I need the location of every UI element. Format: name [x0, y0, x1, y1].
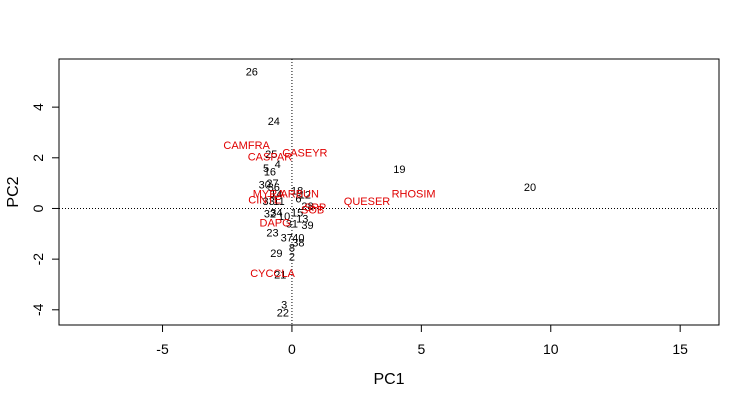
observation-point-label: 11: [273, 196, 284, 208]
observation-point-label: 10: [278, 211, 290, 223]
variable-label: CINTE: [248, 195, 281, 207]
x-tick-label: -5: [156, 341, 169, 357]
observation-point-label: 31: [286, 219, 298, 231]
observation-point-label: 16: [264, 167, 276, 179]
variable-label: CAMFRA: [223, 140, 270, 152]
y-axis-title: PC2: [5, 176, 22, 207]
observation-point-label: 5: [263, 163, 269, 175]
x-axis-title: PC1: [373, 371, 404, 388]
observation-point-label: 26: [246, 67, 258, 79]
observation-point-label: 29: [270, 248, 282, 260]
observation-point-label: 4: [275, 159, 281, 171]
x-tick-label: 10: [543, 341, 559, 357]
observation-point-label: 39: [301, 220, 313, 232]
observation-point-label: 32: [264, 209, 276, 221]
observation-point-label: 21: [274, 269, 286, 281]
variable-labels: CAMFRACASPARCASEYRRHOSIMQUESERMYRAARBUNC…: [223, 140, 435, 280]
observation-point-label: 25: [265, 149, 277, 161]
observation-point-label: 22: [277, 307, 289, 319]
y-axis: -4 -2 0 2 4: [30, 103, 59, 316]
variable-label: MYRA: [253, 188, 285, 200]
y-tick-label: 2: [30, 154, 46, 162]
variable-label: CASPAR: [248, 152, 292, 164]
observation-point-label: 8: [289, 243, 295, 255]
observation-point-label: 20: [524, 182, 536, 194]
plot-frame: [58, 58, 720, 326]
y-tick-label: 4: [30, 103, 46, 111]
observation-point-label: 13: [296, 214, 308, 226]
observation-point-label: 14: [270, 188, 282, 200]
observation-point-label: 18: [291, 186, 303, 198]
x-tick-label: 5: [417, 341, 425, 357]
observation-point-label: 24: [268, 116, 280, 128]
y-tick-label: -2: [30, 253, 46, 266]
observation-point-label: 19: [393, 164, 405, 176]
x-axis: -5 0 5 10 15: [156, 325, 688, 357]
observation-point-label: 15: [291, 207, 303, 219]
x-tick-label: 0: [288, 341, 296, 357]
y-tick-label: 0: [30, 204, 46, 212]
y-tick-label: -4: [30, 303, 46, 316]
observation-point-label: 2: [289, 252, 295, 264]
observation-point-label: 6: [295, 193, 301, 205]
observation-point-label: 33: [263, 196, 275, 208]
variable-label: CYCCLA: [250, 268, 295, 280]
variable-label: SOB: [301, 205, 324, 217]
variable-label: ARBUN: [280, 188, 319, 200]
variable-label: CASEYR: [282, 148, 327, 160]
observation-point-label: 34: [270, 207, 282, 219]
observation-point-label: 3: [281, 300, 287, 312]
observation-point-label: 40: [292, 233, 304, 245]
observation-point-label: 27: [266, 178, 278, 190]
observation-point-label: 28: [301, 201, 313, 213]
variable-label: QUESER: [344, 196, 391, 208]
observation-point-label: 30: [259, 179, 271, 191]
variable-label: SPP: [304, 202, 326, 214]
observation-point-label: 38: [292, 238, 304, 250]
x-tick-label: 15: [672, 341, 688, 357]
variable-label: DAPG: [260, 217, 291, 229]
observation-point-label: 23: [266, 228, 278, 240]
variable-label: RHOSIM: [392, 188, 436, 200]
observation-point-label: 36: [268, 182, 280, 194]
observation-point-label: 12: [299, 190, 311, 202]
observation-point-label: 37: [281, 233, 293, 245]
